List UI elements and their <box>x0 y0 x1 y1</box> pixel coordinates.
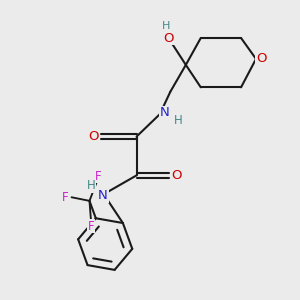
Text: N: N <box>98 189 108 202</box>
Text: H: H <box>87 179 95 192</box>
Text: F: F <box>95 169 102 183</box>
Text: O: O <box>256 52 267 65</box>
Text: O: O <box>172 169 182 182</box>
Text: F: F <box>88 220 94 233</box>
Text: N: N <box>160 106 169 119</box>
Text: H: H <box>174 114 183 127</box>
Text: F: F <box>62 191 68 204</box>
Text: H: H <box>162 21 170 31</box>
Text: O: O <box>88 130 98 143</box>
Text: O: O <box>164 32 174 44</box>
